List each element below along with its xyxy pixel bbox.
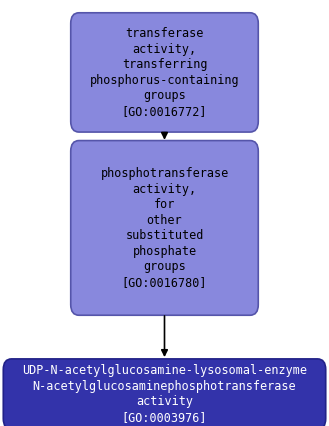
- FancyBboxPatch shape: [71, 13, 258, 132]
- Text: transferase
activity,
transferring
phosphorus-containing
groups
[GO:0016772]: transferase activity, transferring phosp…: [90, 27, 239, 118]
- FancyBboxPatch shape: [3, 359, 326, 426]
- Text: phosphotransferase
activity,
for
other
substituted
phosphate
groups
[GO:0016780]: phosphotransferase activity, for other s…: [100, 167, 229, 289]
- FancyBboxPatch shape: [71, 141, 258, 315]
- Text: UDP-N-acetylglucosamine-lysosomal-enzyme
N-acetylglucosaminephosphotransferase
a: UDP-N-acetylglucosamine-lysosomal-enzyme…: [22, 364, 307, 424]
